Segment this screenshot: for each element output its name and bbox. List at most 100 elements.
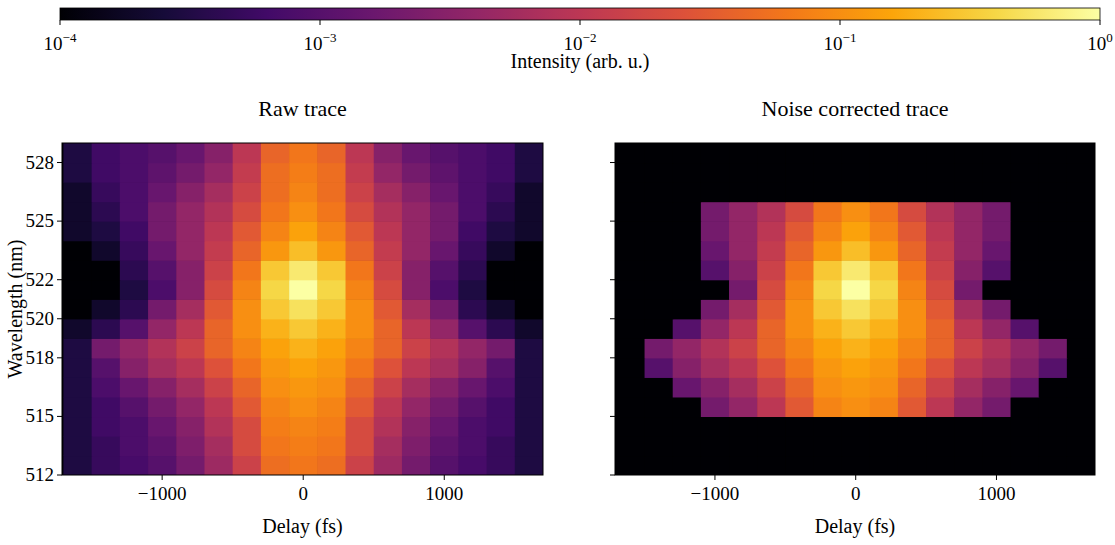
heatmap-cell bbox=[148, 455, 177, 475]
heatmap-cell bbox=[926, 455, 955, 475]
heatmap-cell bbox=[870, 397, 899, 417]
heatmap-cell bbox=[204, 260, 233, 280]
heatmap-cell bbox=[701, 377, 730, 397]
heatmap-cell bbox=[120, 143, 149, 163]
x-tick-label: 0 bbox=[298, 483, 308, 504]
heatmap-cell bbox=[430, 358, 459, 378]
panel: −100001000Noise corrected traceDelay (fs… bbox=[610, 96, 1096, 538]
heatmap-cell bbox=[926, 299, 955, 319]
heatmap-cell bbox=[673, 182, 702, 202]
heatmap-cell bbox=[645, 221, 674, 241]
heatmap-cell bbox=[346, 182, 375, 202]
heatmap-cell bbox=[92, 202, 121, 222]
heatmap-cell bbox=[1011, 143, 1040, 163]
heatmap-cell bbox=[1067, 163, 1095, 183]
heatmap-cell bbox=[458, 143, 487, 163]
heatmap-cell bbox=[813, 358, 842, 378]
heatmap-cell bbox=[92, 358, 121, 378]
x-axis-title: Delay (fs) bbox=[262, 515, 343, 538]
heatmap-cell bbox=[261, 338, 290, 358]
heatmap-cell bbox=[176, 397, 205, 417]
heatmap-cell bbox=[842, 202, 871, 222]
heatmap-cell bbox=[374, 221, 403, 241]
heatmap-cell bbox=[402, 299, 431, 319]
heatmap-cell bbox=[402, 377, 431, 397]
heatmap-cell bbox=[982, 280, 1011, 300]
heatmap-cell bbox=[954, 260, 983, 280]
heatmap-cell bbox=[926, 436, 955, 456]
heatmap-cell bbox=[645, 416, 674, 436]
heatmap-cell bbox=[402, 416, 431, 436]
heatmap-cell bbox=[870, 299, 899, 319]
heatmap-cell bbox=[757, 143, 786, 163]
heatmap-cell bbox=[954, 143, 983, 163]
heatmap-cell bbox=[954, 163, 983, 183]
heatmap-cell bbox=[63, 319, 92, 339]
heatmap-cell bbox=[616, 299, 645, 319]
heatmap-cell bbox=[701, 280, 730, 300]
heatmap-cell bbox=[870, 241, 899, 261]
heatmap-cell bbox=[346, 260, 375, 280]
heatmap-cell bbox=[515, 241, 543, 261]
heatmap-cell bbox=[757, 319, 786, 339]
heatmap-cell bbox=[63, 260, 92, 280]
heatmap-cell bbox=[926, 202, 955, 222]
heatmap-cell bbox=[645, 260, 674, 280]
heatmap-cell bbox=[954, 241, 983, 261]
heatmap-cell bbox=[954, 455, 983, 475]
heatmap-cell bbox=[176, 436, 205, 456]
heatmap-cell bbox=[1039, 163, 1068, 183]
heatmap-cell bbox=[458, 338, 487, 358]
heatmap-cell bbox=[317, 455, 346, 475]
heatmap-cell bbox=[430, 260, 459, 280]
heatmap-cell bbox=[616, 338, 645, 358]
heatmap-cell bbox=[954, 299, 983, 319]
heatmap-cell bbox=[701, 416, 730, 436]
heatmap-cell bbox=[954, 358, 983, 378]
x-tick-label: 1000 bbox=[977, 483, 1015, 504]
heatmap-cell bbox=[757, 221, 786, 241]
heatmap-cell bbox=[317, 163, 346, 183]
heatmap-cell bbox=[701, 319, 730, 339]
heatmap-cell bbox=[813, 377, 842, 397]
heatmap-cell bbox=[458, 202, 487, 222]
heatmap-cell bbox=[261, 397, 290, 417]
heatmap-cell bbox=[204, 299, 233, 319]
x-tick-label: −1000 bbox=[691, 483, 740, 504]
heatmap-cell bbox=[402, 221, 431, 241]
heatmap-cell bbox=[430, 397, 459, 417]
heatmap-cell bbox=[148, 241, 177, 261]
heatmap-cell bbox=[842, 280, 871, 300]
heatmap-cell bbox=[813, 143, 842, 163]
heatmap-cell bbox=[233, 416, 262, 436]
heatmap-cell bbox=[616, 260, 645, 280]
heatmap-cell bbox=[430, 143, 459, 163]
heatmap-cell bbox=[729, 455, 758, 475]
colorbar-bar bbox=[60, 8, 1100, 20]
heatmap-cell bbox=[92, 377, 121, 397]
y-tick bbox=[610, 221, 615, 222]
heatmap-cell bbox=[402, 358, 431, 378]
heatmap-cell bbox=[402, 260, 431, 280]
heatmap-cell bbox=[317, 338, 346, 358]
heatmap-cell bbox=[120, 455, 149, 475]
heatmap-cell bbox=[515, 163, 543, 183]
y-tick bbox=[610, 357, 615, 358]
heatmap-cell bbox=[233, 436, 262, 456]
heatmap-cell bbox=[1067, 436, 1095, 456]
heatmap-cell bbox=[148, 319, 177, 339]
x-tick bbox=[996, 475, 997, 480]
heatmap-cell bbox=[402, 202, 431, 222]
heatmap-cell bbox=[204, 338, 233, 358]
heatmap-cell bbox=[458, 416, 487, 436]
heatmap-cell bbox=[402, 397, 431, 417]
heatmap-cell bbox=[204, 221, 233, 241]
heatmap-cell bbox=[645, 397, 674, 417]
heatmap-cell bbox=[870, 221, 899, 241]
heatmap-cell bbox=[120, 358, 149, 378]
heatmap-cell bbox=[898, 163, 927, 183]
heatmap-cell bbox=[261, 358, 290, 378]
heatmap-cell bbox=[261, 163, 290, 183]
heatmap-cell bbox=[701, 163, 730, 183]
heatmap-cell bbox=[616, 280, 645, 300]
